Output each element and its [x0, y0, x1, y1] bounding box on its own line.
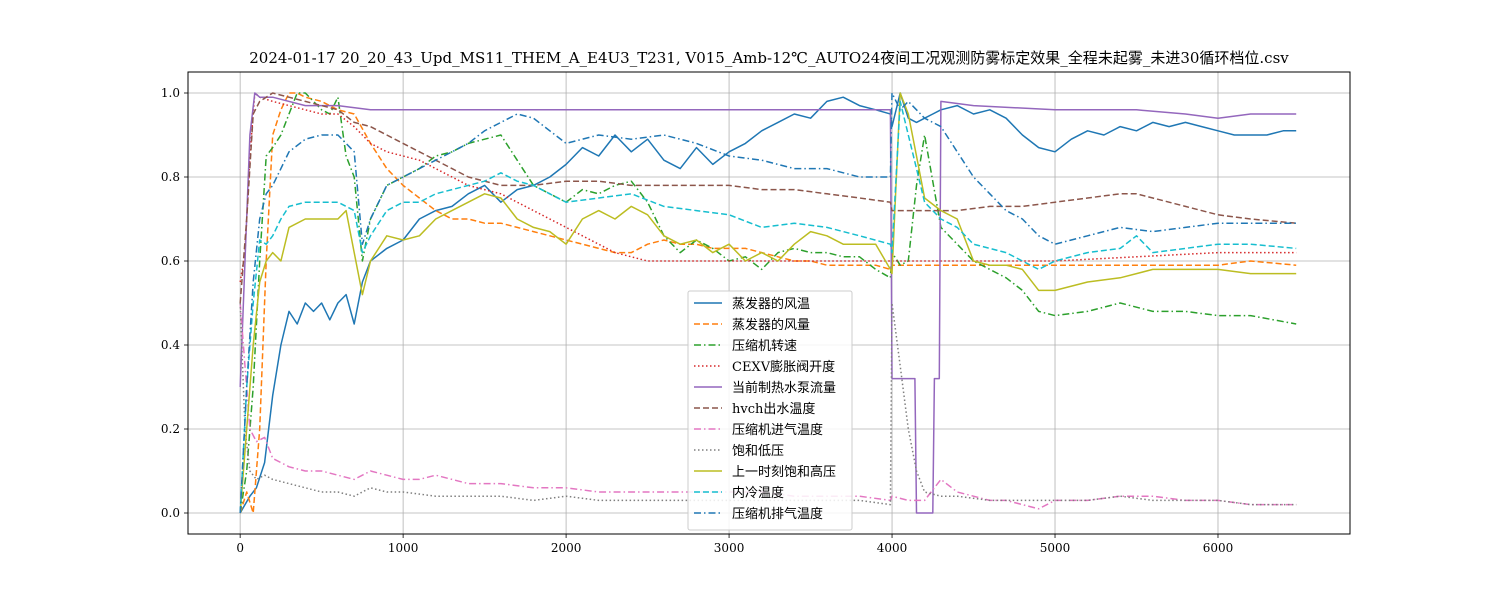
x-tick-label: 1000 — [388, 541, 419, 555]
x-tick-label: 3000 — [714, 541, 745, 555]
series-line-8 — [239, 92, 1297, 514]
y-tick-label: 0.0 — [161, 506, 180, 520]
legend-label-8: 上一时刻饱和高压 — [732, 464, 836, 480]
x-tick-label: 6000 — [1203, 541, 1234, 555]
series-line-10 — [239, 92, 1297, 514]
x-tick-label: 2000 — [551, 541, 582, 555]
x-tick-label: 0 — [236, 541, 244, 555]
plot-frame — [187, 71, 1351, 535]
legend-label-6: 压缩机进气温度 — [732, 422, 823, 438]
x-axis-ticks: 0 1000 2000 3000 4000 5000 6000 — [236, 534, 1233, 555]
series-line-5 — [239, 92, 1297, 304]
y-tick-label: 0.4 — [161, 338, 180, 352]
legend-box — [687, 290, 853, 531]
legend-label-9: 内冷温度 — [732, 485, 784, 501]
series-line-0 — [239, 92, 1297, 514]
series-line-6 — [239, 302, 1297, 510]
y-tick-label: 1.0 — [161, 86, 180, 100]
legend-label-10: 压缩机排气温度 — [732, 506, 823, 522]
legend-label-2: 压缩机转速 — [732, 338, 797, 354]
series-line-1 — [239, 92, 1297, 514]
series-lines — [239, 92, 1297, 514]
chart-title: 2024-01-17 20_20_43_Upd_MS11_THEM_A_E4U3… — [249, 49, 1289, 67]
legend-label-0: 蒸发器的风温 — [732, 296, 810, 312]
series-line-9 — [239, 100, 1297, 514]
legend-label-3: CEXV膨胀阀开度 — [732, 359, 835, 375]
x-tick-label: 4000 — [877, 541, 908, 555]
y-tick-label: 0.6 — [161, 254, 180, 268]
legend-label-4: 当前制热水泵流量 — [732, 380, 836, 396]
legend-label-5: hvch出水温度 — [732, 401, 815, 417]
legend-label-1: 蒸发器的风量 — [732, 317, 810, 333]
legend-label-7: 饱和低压 — [732, 444, 784, 459]
series-line-4 — [239, 92, 1297, 514]
y-tick-label: 0.2 — [161, 422, 180, 436]
x-tick-label: 5000 — [1040, 541, 1071, 555]
y-tick-label: 0.8 — [161, 170, 180, 184]
y-axis-ticks: 0.0 0.2 0.4 0.6 0.8 1.0 — [161, 86, 188, 520]
